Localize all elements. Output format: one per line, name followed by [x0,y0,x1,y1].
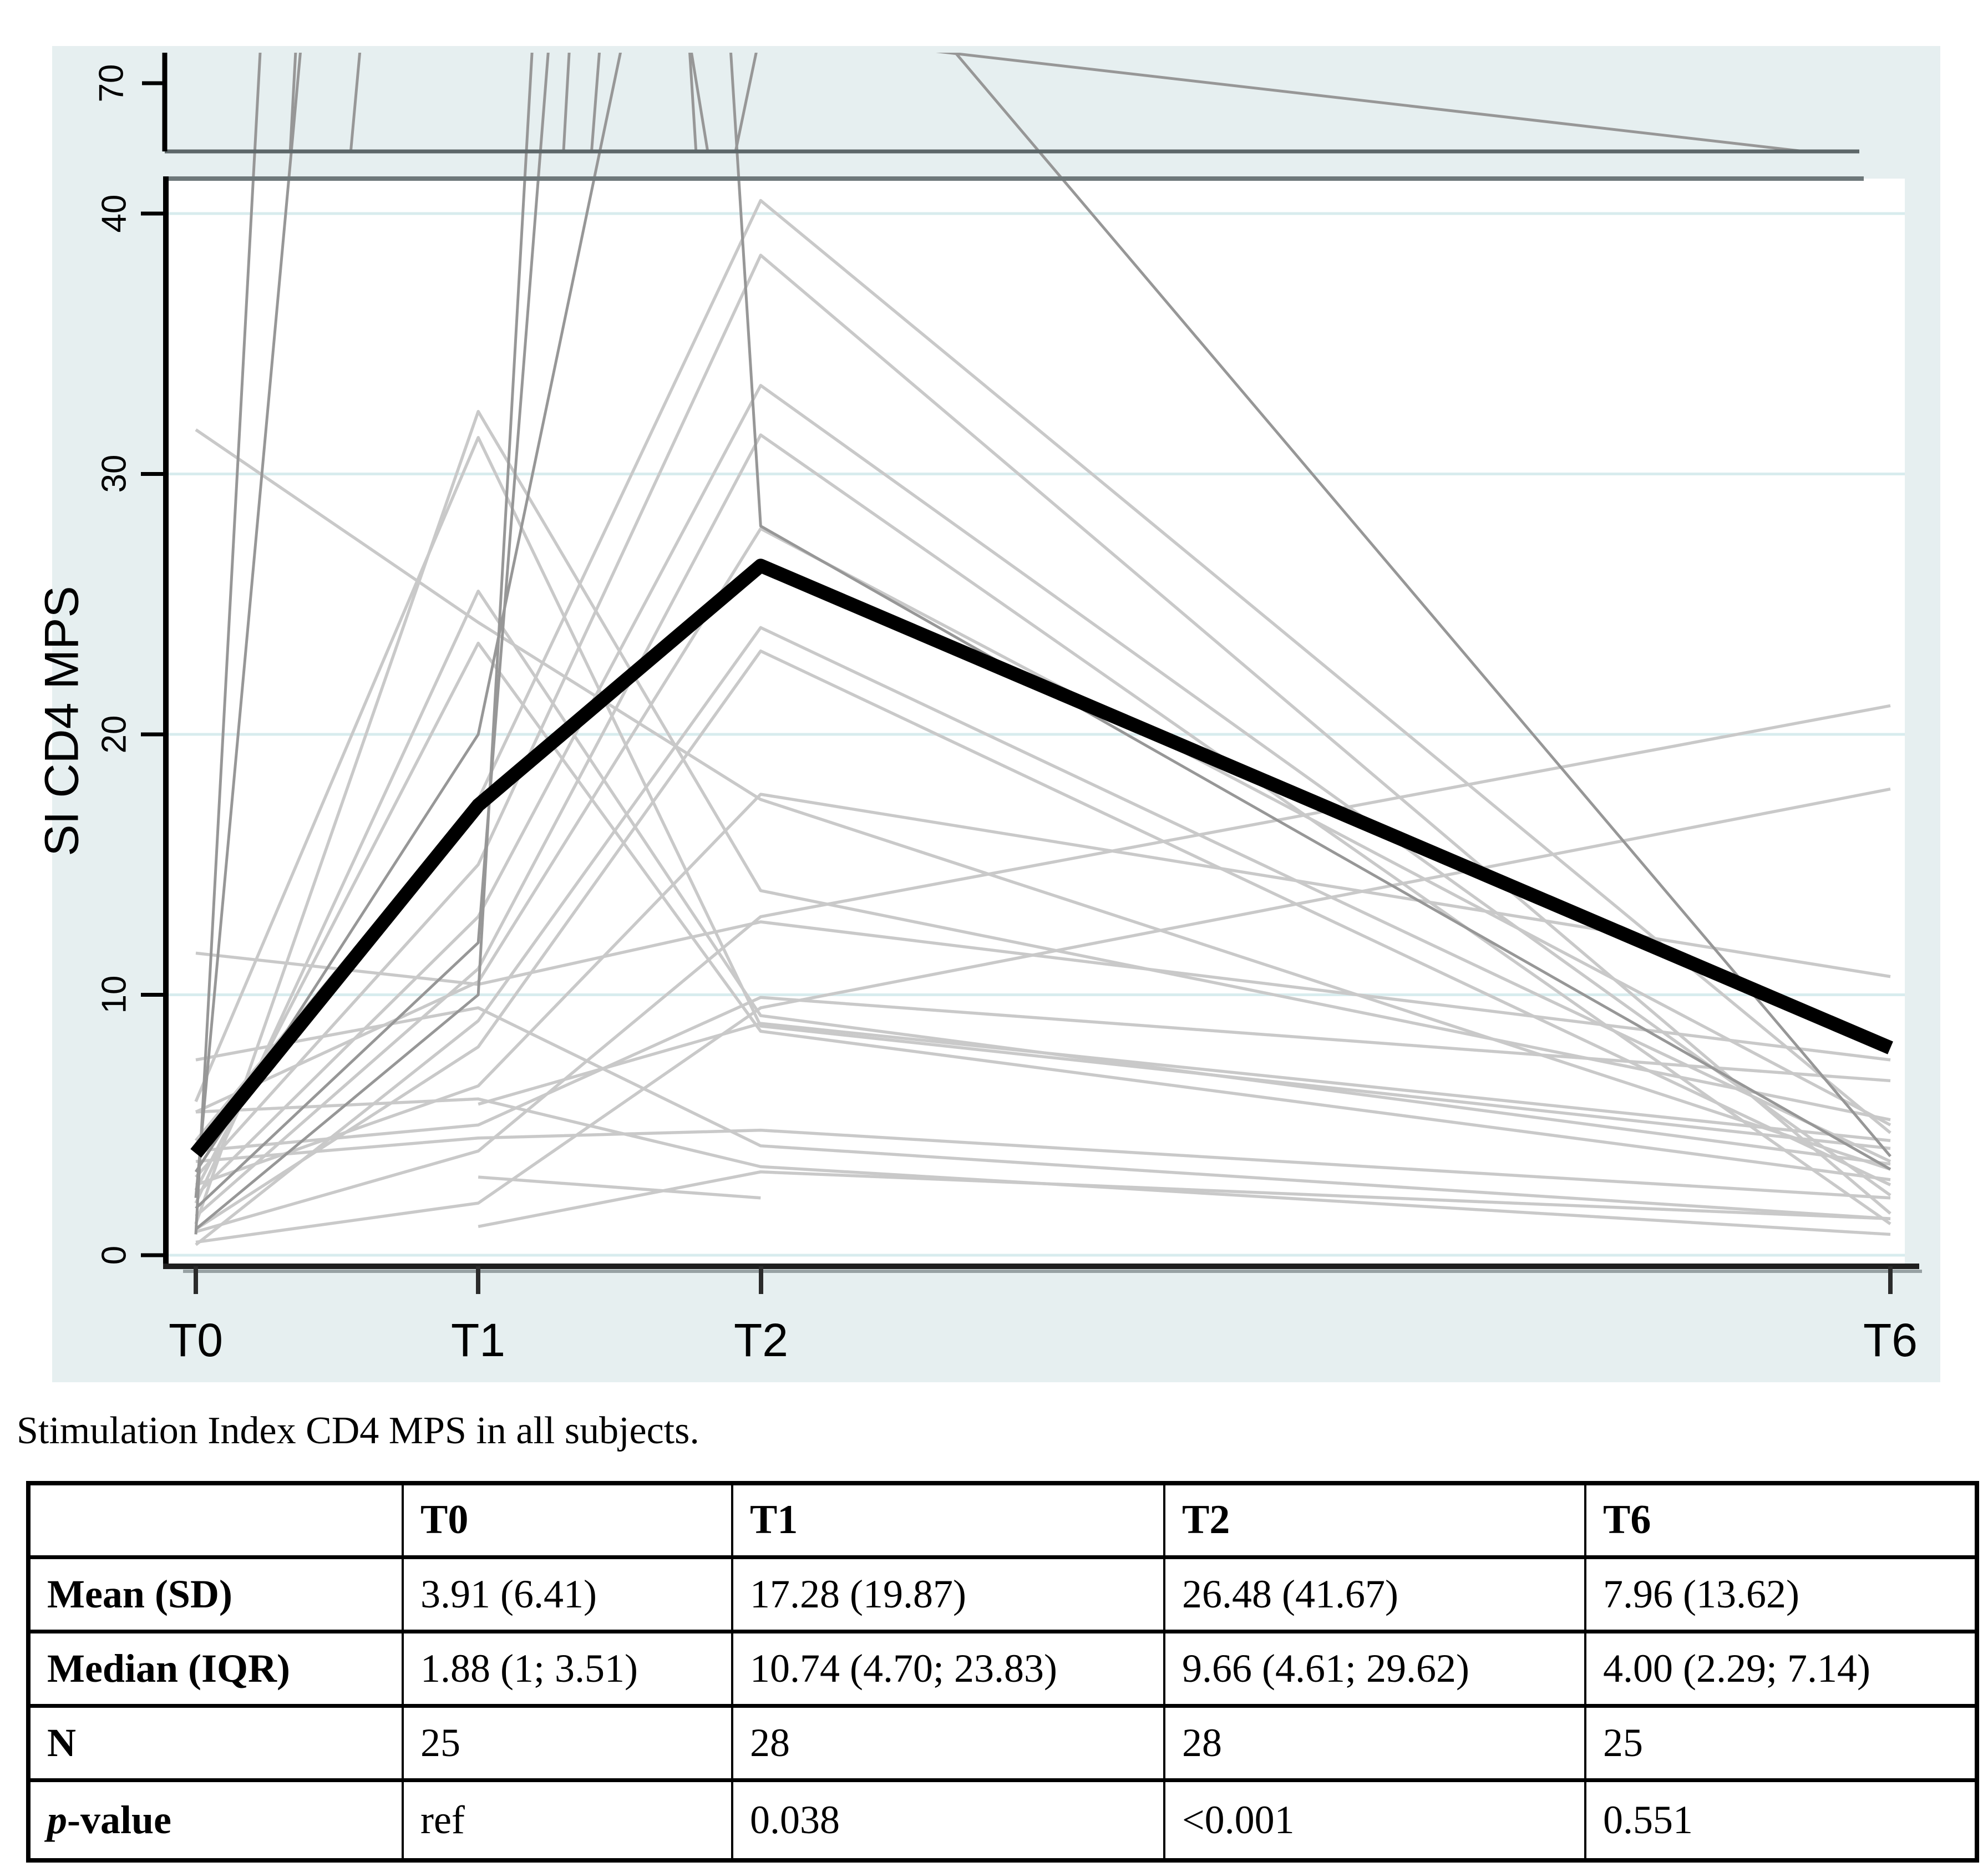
y-tick-label-30: 30 [95,455,133,493]
subject-22 [195,1006,1891,1221]
header-t2: T2 [1163,1481,1586,1559]
subject-05 [194,590,1891,1204]
subject-27 [478,1022,1891,1143]
subject-20 [194,53,1891,1235]
x-tick-label-t1: T1 [451,1314,505,1366]
header-empty-cell [27,1481,404,1559]
table-row-pvalue: p-value ref 0.038 <0.001 0.551 [27,1778,1978,1863]
mean-trajectory [190,559,1893,1158]
n-t0: 25 [402,1703,733,1782]
mean-t2: 26.48 (41.67) [1163,1555,1586,1633]
table-row-median: Median (IQR) 1.88 (1; 3.51) 10.74 (4.70;… [27,1629,1978,1708]
subject-21-strip [734,53,1817,151]
plot-region [166,179,1905,1266]
table-row-n: N 25 28 28 25 [27,1703,1978,1782]
x-ticks [194,1266,1893,1294]
pvalue-t1: 0.038 [731,1778,1165,1863]
row-label-mean: Mean (SD) [27,1555,404,1633]
y-tick-label-20: 20 [95,716,133,754]
figure-caption: Stimulation Index CD4 MPS in all subject… [17,1409,699,1452]
n-t1: 28 [731,1703,1165,1782]
subject-24 [195,996,1891,1153]
median-t6: 4.00 (2.29; 7.14) [1584,1629,1978,1708]
subject-09 [195,384,1891,1197]
subject-28 [478,1175,761,1200]
pvalue-t2: <0.001 [1163,1778,1586,1863]
row-label-pvalue: p-value [27,1778,404,1863]
subject-lines [194,53,1891,1246]
median-t2: 9.66 (4.61; 29.62) [1163,1629,1586,1708]
subject-25 [195,1128,1891,1200]
x-tick-label-t6: T6 [1863,1314,1918,1366]
mean-t6: 7.96 (13.62) [1584,1555,1978,1633]
statistics-table: T0 T1 T2 T6 Mean (SD) 3.91 (6.41) 17.28 … [26,1481,1979,1863]
subject-08 [194,253,1891,1215]
subject-14 [195,793,1891,1186]
pvalue-t6: 0.551 [1584,1778,1978,1863]
table-row-mean: Mean (SD) 3.91 (6.41) 17.28 (19.87) 26.4… [27,1555,1978,1633]
subject-12 [195,626,1891,1246]
p-rest: -value [67,1797,171,1842]
y-tick-label-10: 10 [95,976,133,1014]
row-label-n: N [27,1703,404,1782]
y-tick-label-40: 40 [95,195,133,233]
subject-11 [195,527,1891,1127]
median-t0: 1.88 (1; 3.51) [402,1629,733,1708]
subject-06 [194,641,1891,1191]
y-axis-title: SI CD4 MPS [36,586,89,856]
p-italic: p [47,1797,67,1842]
n-t2: 28 [1163,1703,1586,1782]
header-t0: T0 [402,1481,733,1559]
y-tick-label-70: 70 [92,64,130,103]
y-ticks [141,211,166,1257]
x-tick-label-t0: T0 [169,1314,223,1366]
spaghetti-plot-figure: 70 40 30 20 10 0 SI CD4 MPS T0 T1 T2 T6 [36,46,1940,1382]
y-tick-label-0: 0 [95,1246,133,1265]
chart-svg: 70 40 30 20 10 0 SI CD4 MPS T0 T1 T2 T6 [36,46,1940,1382]
x-tick-label-t2: T2 [734,1314,788,1366]
subject-lines-top-strip [288,53,1817,151]
median-t1: 10.74 (4.70; 23.83) [731,1629,1165,1708]
subject-18 [195,53,534,1230]
mean-t0: 3.91 (6.41) [402,1555,733,1633]
subject-19 [195,53,550,1210]
row-label-median: Median (IQR) [27,1629,404,1708]
header-t1: T1 [731,1481,1165,1559]
table-header-row: T0 T1 T2 T6 [27,1481,1978,1559]
n-t6: 25 [1584,1703,1978,1782]
header-t6: T6 [1584,1481,1978,1559]
subject-21 [194,53,622,1173]
subject-01 [195,428,1891,1171]
subject-17 [194,53,1891,1198]
subject-04 [194,436,1891,1150]
subject-26 [478,1170,1891,1229]
mean-line [190,559,1893,1158]
gridlines [166,212,1905,1257]
mean-t1: 17.28 (19.87) [731,1555,1165,1633]
pvalue-t0: ref [402,1778,733,1863]
subject-16 [195,787,1891,1244]
subject-10 [195,433,1891,1225]
